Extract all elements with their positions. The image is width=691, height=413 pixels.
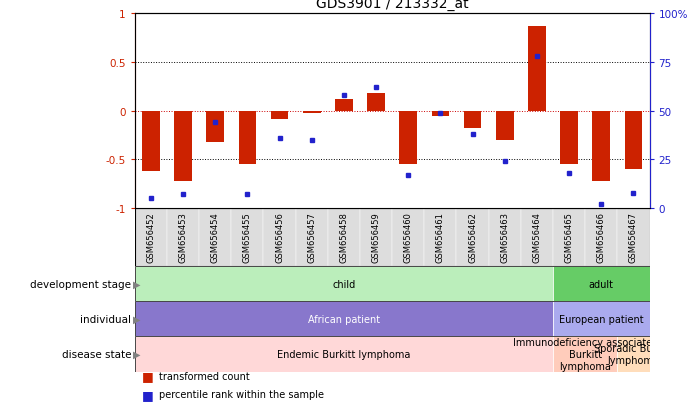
Text: individual: individual: [80, 314, 131, 324]
Bar: [617, 337, 650, 372]
Bar: [553, 266, 650, 301]
Text: GSM656464: GSM656464: [533, 211, 542, 262]
Bar: [135, 209, 167, 266]
Text: ■: ■: [142, 369, 153, 382]
Text: GSM656453: GSM656453: [178, 211, 187, 262]
Bar: [489, 209, 521, 266]
Bar: [392, 209, 424, 266]
Bar: [432, 112, 449, 116]
Text: disease state: disease state: [61, 349, 131, 359]
Bar: [617, 209, 650, 266]
Text: GSM656467: GSM656467: [629, 211, 638, 262]
Text: GSM656461: GSM656461: [436, 211, 445, 262]
Text: Immunodeficiency associated
Burkitt
lymphoma: Immunodeficiency associated Burkitt lymp…: [513, 337, 658, 371]
Text: GSM656460: GSM656460: [404, 211, 413, 262]
Bar: [271, 112, 288, 119]
Text: GSM656458: GSM656458: [339, 211, 348, 262]
Text: ▶: ▶: [133, 279, 140, 289]
Text: ▶: ▶: [133, 349, 140, 359]
Bar: [399, 112, 417, 165]
Bar: [560, 112, 578, 165]
Bar: [174, 112, 192, 181]
Text: GSM656457: GSM656457: [307, 211, 316, 262]
Bar: [263, 209, 296, 266]
Bar: [553, 337, 617, 372]
Bar: [296, 209, 328, 266]
Bar: [464, 112, 482, 129]
Bar: [424, 209, 457, 266]
Text: Endemic Burkitt lymphoma: Endemic Burkitt lymphoma: [277, 349, 410, 359]
Text: percentile rank within the sample: percentile rank within the sample: [159, 389, 324, 399]
Bar: [367, 94, 385, 112]
Bar: [142, 112, 160, 172]
Text: GSM656459: GSM656459: [372, 211, 381, 262]
Bar: [199, 209, 231, 266]
Text: GSM656452: GSM656452: [146, 211, 155, 262]
Bar: [496, 112, 513, 140]
Text: development stage: development stage: [30, 279, 131, 289]
Text: GSM656456: GSM656456: [275, 211, 284, 262]
Text: child: child: [332, 279, 355, 289]
Bar: [167, 209, 199, 266]
Text: Sporadic Burkitt
lymphoma: Sporadic Burkitt lymphoma: [594, 343, 673, 365]
Bar: [625, 112, 643, 170]
Bar: [457, 209, 489, 266]
Bar: [553, 209, 585, 266]
Bar: [135, 337, 553, 372]
Bar: [238, 112, 256, 165]
Bar: [585, 209, 617, 266]
Text: GSM656462: GSM656462: [468, 211, 477, 262]
Title: GDS3901 / 213332_at: GDS3901 / 213332_at: [316, 0, 468, 11]
Text: ■: ■: [142, 388, 153, 401]
Bar: [135, 266, 553, 301]
Bar: [303, 112, 321, 114]
Bar: [328, 209, 360, 266]
Text: GSM656463: GSM656463: [500, 211, 509, 262]
Bar: [592, 112, 610, 181]
Bar: [207, 112, 224, 142]
Text: ▶: ▶: [133, 314, 140, 324]
Bar: [231, 209, 263, 266]
Text: GSM656454: GSM656454: [211, 211, 220, 262]
Text: transformed count: transformed count: [159, 371, 249, 381]
Bar: [553, 301, 650, 337]
Text: adult: adult: [589, 279, 614, 289]
Bar: [528, 27, 546, 112]
Text: GSM656466: GSM656466: [597, 211, 606, 262]
Bar: [135, 301, 553, 337]
Text: African patient: African patient: [307, 314, 380, 324]
Bar: [335, 100, 352, 112]
Bar: [360, 209, 392, 266]
Text: European patient: European patient: [559, 314, 643, 324]
Text: GSM656455: GSM656455: [243, 211, 252, 262]
Text: GSM656465: GSM656465: [565, 211, 574, 262]
Bar: [521, 209, 553, 266]
